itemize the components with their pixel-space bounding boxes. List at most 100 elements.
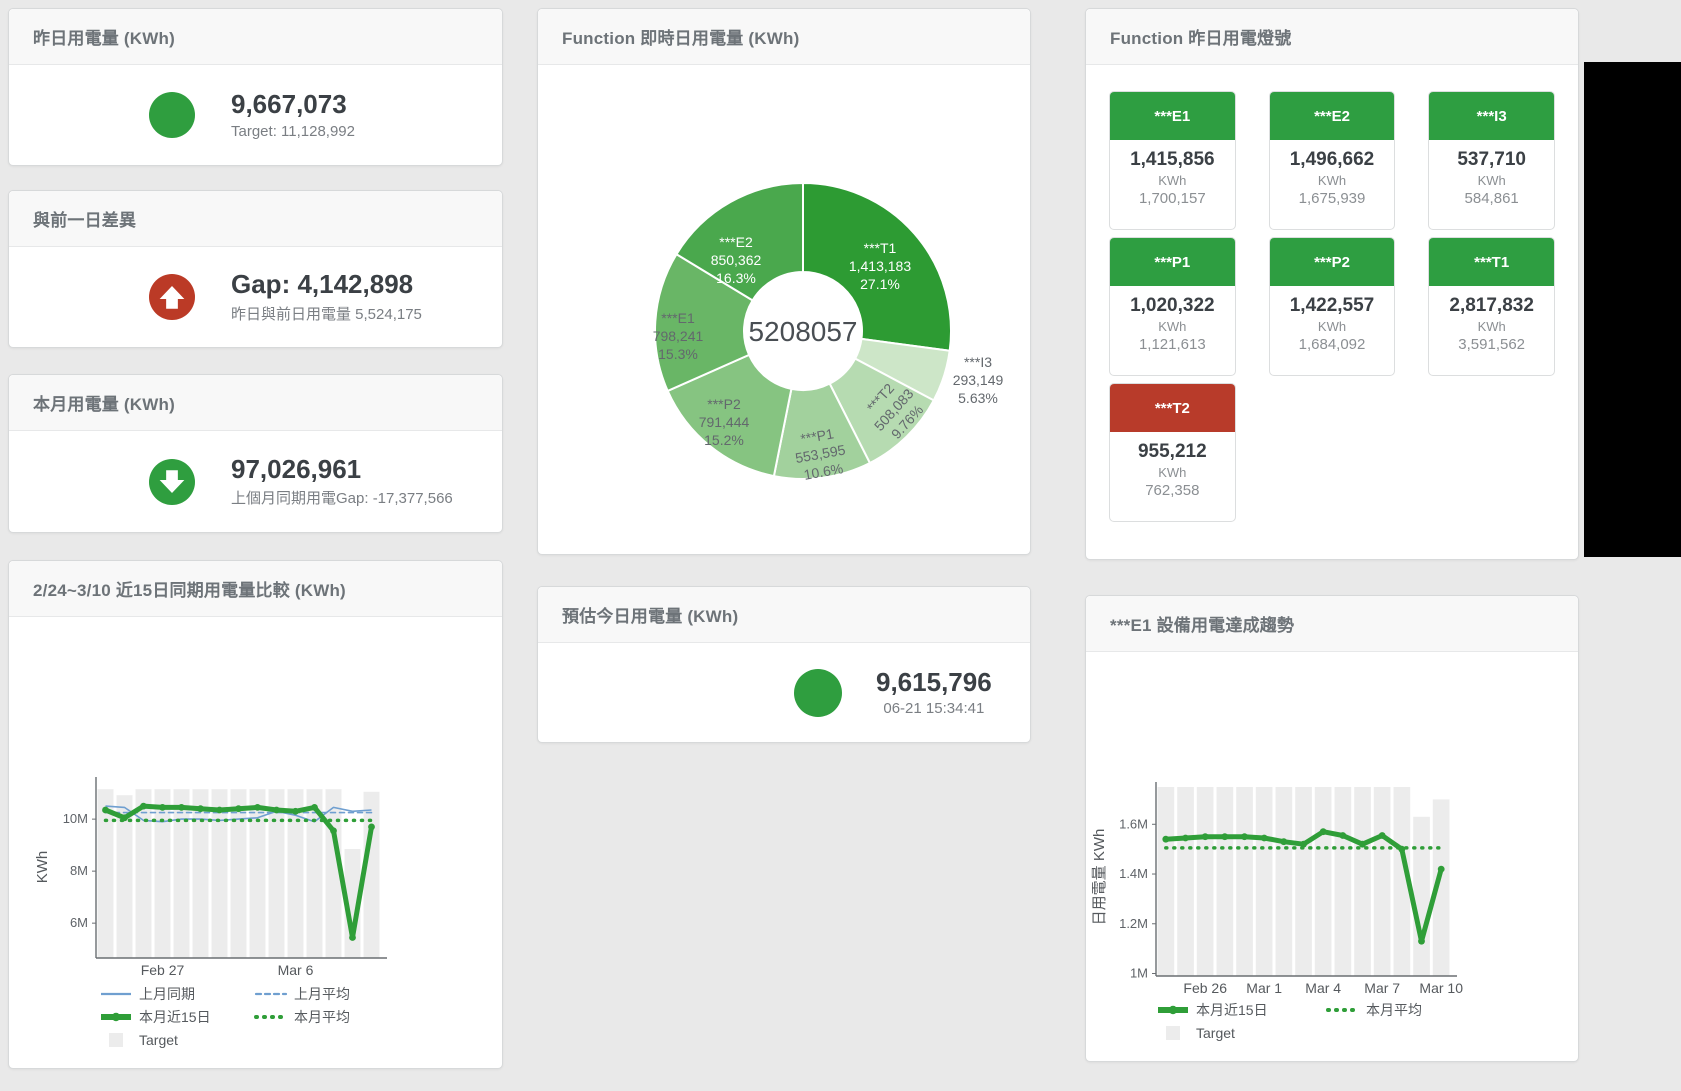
kpi-text: 9,667,073 Target: 11,128,992 bbox=[231, 90, 355, 140]
legend-item-本月平均[interactable]: 本月平均 bbox=[254, 1009, 350, 1025]
legend-item-本月平均[interactable]: 本月平均 bbox=[1326, 1002, 1422, 1018]
target-bar[interactable] bbox=[1255, 787, 1273, 976]
target-bar[interactable] bbox=[325, 789, 342, 958]
data-point[interactable] bbox=[1378, 832, 1386, 839]
donut-label-***P2: ***P2 791,444 15.2% bbox=[699, 396, 750, 448]
donut-slice-***E2[interactable] bbox=[675, 181, 804, 302]
data-point[interactable] bbox=[1418, 937, 1425, 945]
donut-slice-***E1[interactable] bbox=[654, 252, 754, 393]
legend-item-上月平均[interactable]: 上月平均 bbox=[254, 986, 350, 1002]
target-bar[interactable] bbox=[173, 789, 190, 958]
light-tile-T1[interactable]: ***T1 2,817,832 KWh 3,591,562 bbox=[1428, 237, 1555, 376]
data-point[interactable] bbox=[1162, 835, 1170, 843]
legend-item-本月近15日[interactable]: 本月近15日 bbox=[101, 1009, 211, 1025]
data-point[interactable] bbox=[292, 807, 299, 815]
target-bar[interactable] bbox=[1236, 787, 1253, 976]
legend-item-Target[interactable]: Target bbox=[109, 1032, 178, 1048]
donut-slice-***T1[interactable] bbox=[802, 181, 953, 352]
data-point[interactable] bbox=[140, 802, 147, 810]
card-title: 昨日用電量 (KWh) bbox=[33, 29, 175, 48]
svg-text:本月近15日: 本月近15日 bbox=[1196, 1002, 1268, 1018]
light-tile-P2[interactable]: ***P2 1,422,557 KWh 1,684,092 bbox=[1268, 237, 1396, 376]
data-point[interactable] bbox=[273, 806, 280, 814]
card-kpi-month: 本月用電量 (KWh) 97,026,961 上個月同期用電Gap: -17,3… bbox=[8, 374, 503, 533]
target-bar[interactable] bbox=[1393, 787, 1411, 976]
target-bar[interactable] bbox=[1275, 787, 1293, 976]
data-point[interactable] bbox=[1182, 834, 1189, 842]
tile-target-value: 584,861 bbox=[1464, 190, 1519, 207]
target-bar[interactable] bbox=[249, 789, 266, 958]
donut-chart[interactable]: ***T1 1,413,183 27.1%***I3 293,149 5.63%***T… bbox=[538, 65, 1030, 554]
target-bar[interactable] bbox=[1432, 799, 1450, 976]
data-point[interactable] bbox=[235, 805, 242, 813]
target-bar[interactable] bbox=[1314, 787, 1332, 976]
data-point[interactable] bbox=[349, 934, 356, 941]
target-bar[interactable] bbox=[268, 789, 285, 958]
data-point[interactable] bbox=[216, 806, 223, 814]
light-tile-E1[interactable]: ***E1 1,415,856 KWh 1,700,157 bbox=[1109, 91, 1236, 230]
data-point[interactable] bbox=[1319, 828, 1327, 836]
card-trend-chart-header: ***E1 設備用電達成趨勢 bbox=[1086, 596, 1578, 652]
card-donut-header: Function 即時日用電量 (KWh) bbox=[538, 9, 1030, 65]
target-bar[interactable] bbox=[154, 789, 171, 958]
target-bar[interactable] bbox=[192, 789, 209, 958]
data-point[interactable] bbox=[311, 804, 318, 811]
light-tile-E2[interactable]: ***E2 1,496,662 KWh 1,675,939 bbox=[1268, 91, 1396, 230]
data-point[interactable] bbox=[102, 806, 109, 814]
side-black-strip bbox=[1584, 62, 1681, 557]
data-point[interactable] bbox=[1280, 838, 1288, 846]
target-bar[interactable] bbox=[1216, 787, 1234, 976]
tile-unit: KWh bbox=[1317, 319, 1347, 334]
target-bar[interactable] bbox=[1196, 787, 1214, 976]
target-bar[interactable] bbox=[1177, 787, 1194, 976]
data-point[interactable] bbox=[159, 804, 166, 811]
target-bar[interactable] bbox=[97, 789, 114, 958]
target-bar[interactable] bbox=[344, 849, 361, 958]
svg-text:Target: Target bbox=[1196, 1025, 1235, 1041]
kpi-timestamp: 06-21 15:34:41 bbox=[883, 700, 985, 718]
target-bar[interactable] bbox=[1157, 787, 1175, 976]
legend-item-Target[interactable]: Target bbox=[1166, 1025, 1235, 1041]
data-point[interactable] bbox=[330, 827, 337, 835]
target-bar[interactable] bbox=[287, 789, 304, 958]
target-bar[interactable] bbox=[230, 789, 247, 958]
target-bar[interactable] bbox=[116, 795, 133, 958]
legend-item-本月近15日[interactable]: 本月近15日 bbox=[1158, 1002, 1268, 1018]
data-point[interactable] bbox=[1221, 833, 1229, 841]
tile-value: 2,817,832 bbox=[1449, 295, 1534, 316]
data-point[interactable] bbox=[1437, 865, 1445, 873]
legend-item-上月同期[interactable]: 上月同期 bbox=[101, 986, 195, 1002]
data-point[interactable] bbox=[1359, 840, 1366, 848]
target-bar[interactable] bbox=[1334, 787, 1352, 976]
data-point[interactable] bbox=[1241, 833, 1248, 841]
target-bar[interactable] bbox=[1413, 816, 1430, 976]
target-bars[interactable] bbox=[1157, 787, 1450, 976]
target-bar[interactable] bbox=[1373, 787, 1391, 976]
kpi-value: 9,667,073 bbox=[231, 89, 347, 120]
data-point[interactable] bbox=[178, 804, 185, 811]
donut-slice-***P2[interactable] bbox=[666, 353, 793, 478]
kpi-row: 97,026,961 上個月同期用電Gap: -17,377,566 bbox=[9, 431, 502, 532]
data-point[interactable] bbox=[254, 804, 261, 811]
data-point[interactable] bbox=[1201, 833, 1209, 841]
light-tile-I3[interactable]: ***I3 537,710 KWh 584,861 bbox=[1428, 91, 1555, 230]
data-point[interactable] bbox=[368, 823, 375, 831]
light-tile-T2[interactable]: ***T2 955,212 KWh 762,358 bbox=[1109, 383, 1236, 522]
data-point[interactable] bbox=[197, 805, 204, 813]
trend-chart[interactable]: 1M 1.2M 1.4M 1.6M 日用電量 KWh Feb 26 Mar 1 Mar 4 Ma… bbox=[1086, 652, 1578, 1059]
card-title: 本月用電量 (KWh) bbox=[33, 395, 175, 414]
target-bar[interactable] bbox=[1295, 787, 1312, 976]
target-bar[interactable] bbox=[363, 791, 380, 958]
data-point[interactable] bbox=[1300, 840, 1307, 848]
target-bar[interactable] bbox=[1354, 787, 1371, 976]
data-point[interactable] bbox=[1260, 834, 1268, 842]
card-kpi-estimate: 預估今日用電量 (KWh) 9,615,796 06-21 15:34:41 bbox=[537, 586, 1031, 743]
target-bars[interactable] bbox=[97, 789, 380, 958]
data-point[interactable] bbox=[1339, 832, 1347, 839]
target-bar[interactable] bbox=[211, 789, 228, 958]
tile-unit: KWh bbox=[1158, 319, 1187, 334]
light-tile-P1[interactable]: ***P1 1,020,322 KWh 1,121,613 bbox=[1109, 237, 1236, 376]
target-bar[interactable] bbox=[306, 789, 323, 958]
target-bar[interactable] bbox=[135, 789, 152, 958]
